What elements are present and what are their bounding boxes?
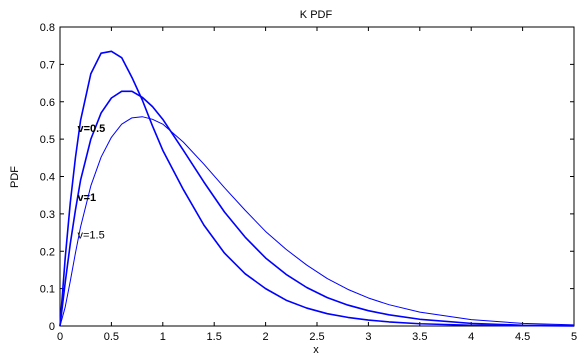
y-axis-label: PDF xyxy=(9,166,21,188)
curve-annotation: v=1 xyxy=(77,192,96,204)
x-tick-label: 0 xyxy=(57,331,63,343)
x-tick-label: 5 xyxy=(571,331,577,343)
y-tick-label: 0.4 xyxy=(40,172,55,184)
y-tick-label: 0.1 xyxy=(40,284,55,296)
y-tick-label: 0.2 xyxy=(40,246,55,258)
curve-annotation: v=1.5 xyxy=(77,229,104,241)
axes-frame xyxy=(59,26,575,327)
y-tick-label: 0.7 xyxy=(40,59,55,71)
curve-annotation: v=0.5 xyxy=(77,123,105,135)
annotations: v=0.5 v=1 v=1.5 xyxy=(77,123,105,242)
y-tick-label: 0.8 xyxy=(40,22,55,34)
series-line-3 xyxy=(59,116,575,327)
y-tick-label: 0 xyxy=(49,321,55,333)
x-tick-label: 2.5 xyxy=(309,331,324,343)
y-tick-label: 0.3 xyxy=(40,209,55,221)
y-axis: 0 0.1 0.2 0.3 0.4 0.5 0.6 0.7 0.8 xyxy=(40,22,574,333)
x-tick-label: 4 xyxy=(468,331,474,343)
x-tick-label: 4.5 xyxy=(515,331,530,343)
x-tick-label: 2 xyxy=(263,331,269,343)
x-tick-label: 3.5 xyxy=(412,331,427,343)
y-tick-label: 0.5 xyxy=(40,134,55,146)
x-axis-label: x xyxy=(313,344,319,356)
x-tick-label: 1 xyxy=(160,331,166,343)
x-axis: 0 0.5 1 1.5 2 2.5 3 3.5 4 4.5 5 xyxy=(57,27,577,343)
x-tick-label: 3 xyxy=(365,331,371,343)
series-line-1 xyxy=(59,50,575,327)
series-group xyxy=(59,50,575,327)
series-line-2 xyxy=(59,90,575,327)
x-tick-label: 0.5 xyxy=(104,331,119,343)
y-tick-label: 0.6 xyxy=(40,97,55,109)
chart-title: K PDF xyxy=(300,9,333,21)
x-tick-label: 1.5 xyxy=(207,331,222,343)
